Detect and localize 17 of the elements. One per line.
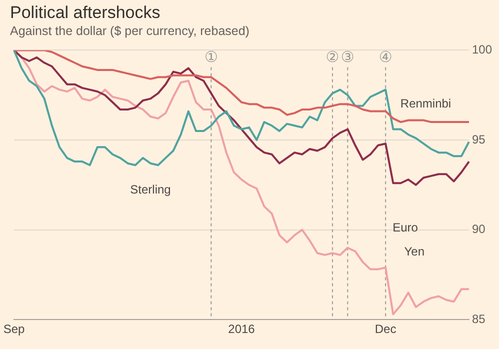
y-tick-label: 95 <box>472 132 486 146</box>
series-label: Renminbi <box>400 96 452 110</box>
annotation: ③ <box>340 48 354 66</box>
y-tick-label: 100 <box>472 42 492 57</box>
annotation: ① <box>204 48 218 66</box>
y-tick-label: 90 <box>472 222 486 236</box>
text: Euro <box>392 220 418 234</box>
series-label: Yen <box>404 244 425 259</box>
annotation: ② <box>326 48 340 66</box>
y-tick-label: 85 <box>472 312 486 326</box>
x-tick-label: Sep <box>3 322 25 336</box>
chart-title: Political aftershocks <box>10 3 160 23</box>
chart-subtitle: Against the dollar ($ per currency, rebased) <box>10 24 250 38</box>
annotation: ④ <box>378 48 392 66</box>
x-tick-label: Dec <box>374 322 396 336</box>
x-tick-label: 2016 <box>228 322 256 336</box>
series-label: Sterling <box>130 182 171 197</box>
